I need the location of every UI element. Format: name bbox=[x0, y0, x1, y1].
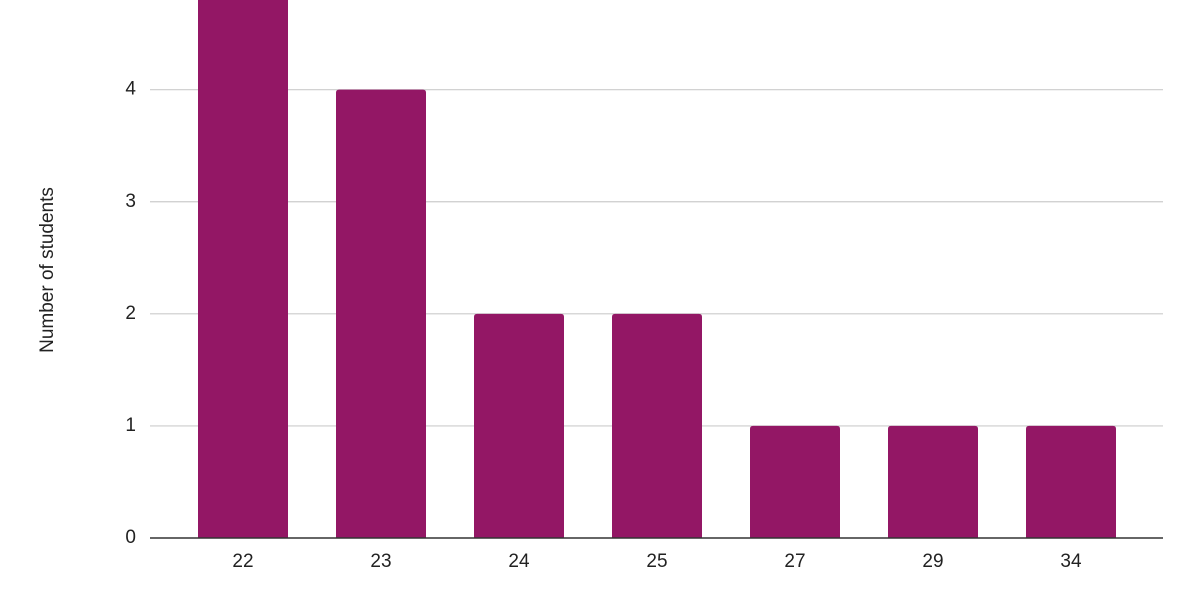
y-tick-label: 3 bbox=[125, 191, 136, 212]
bar bbox=[612, 313, 702, 538]
x-tick-label: 29 bbox=[922, 551, 943, 572]
x-tick-label: 34 bbox=[1060, 551, 1082, 572]
x-tick-label: 22 bbox=[232, 551, 253, 572]
y-tick-label: 0 bbox=[125, 527, 136, 548]
x-tick-label: 27 bbox=[784, 551, 805, 572]
plot-area bbox=[150, 0, 1163, 539]
bar bbox=[888, 425, 978, 538]
bar bbox=[336, 89, 426, 539]
bar bbox=[198, 0, 288, 538]
y-tick-label: 2 bbox=[125, 303, 136, 324]
y-axis-label: Number of students bbox=[37, 187, 58, 353]
bar bbox=[1026, 425, 1116, 538]
bar bbox=[750, 425, 840, 538]
x-tick-label: 25 bbox=[646, 551, 667, 572]
x-tick-label: 23 bbox=[370, 551, 391, 572]
x-tick-label: 24 bbox=[508, 551, 530, 572]
y-tick-label: 4 bbox=[125, 79, 136, 100]
y-tick-label: 1 bbox=[125, 415, 136, 436]
bar bbox=[474, 313, 564, 538]
